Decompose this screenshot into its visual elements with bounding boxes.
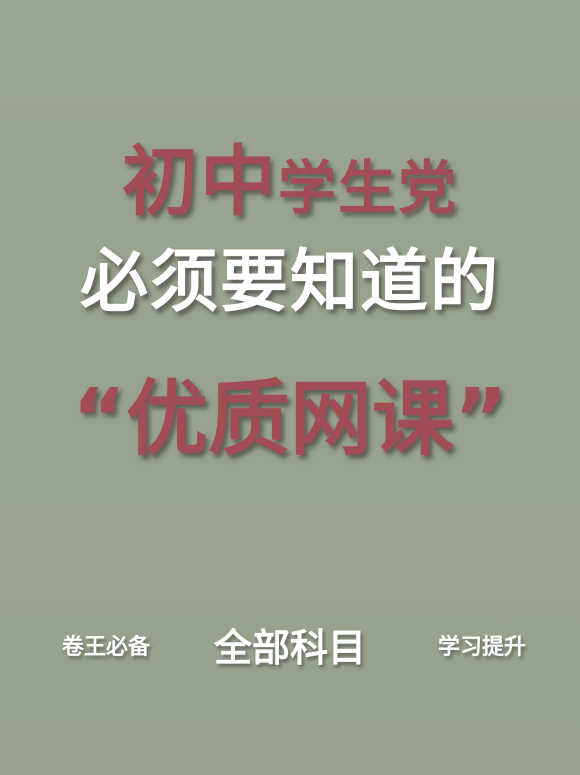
footer-tag-right: 学习提升 (438, 635, 527, 660)
headline-line-2: 必须要知道的 (79, 243, 500, 322)
headline-line-3: “优质网课” (72, 372, 508, 467)
headline-students: 学生党 (277, 154, 458, 222)
footer-tag-center: 全部科目 (213, 626, 366, 670)
headline-junior-high: 初中 (121, 137, 278, 226)
headline-line-1: 初中学生党 (0, 132, 580, 232)
footer-tag-left: 卷王必备 (62, 635, 151, 660)
